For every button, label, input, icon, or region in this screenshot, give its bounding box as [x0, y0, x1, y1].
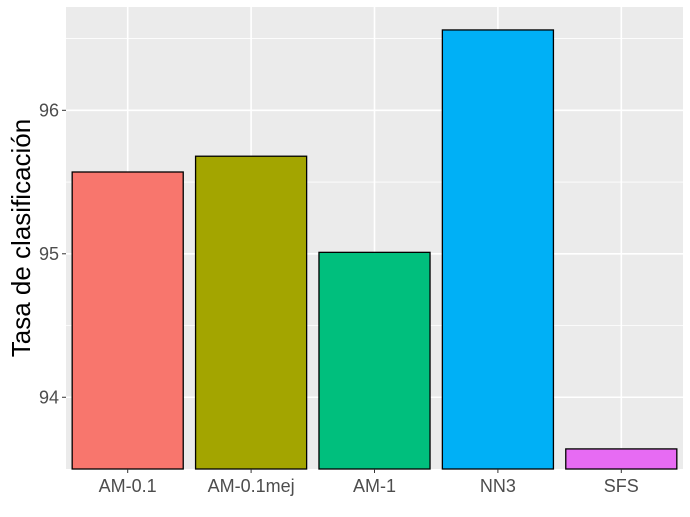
- bar-am-0-1: [71, 171, 184, 470]
- x-tick-label: AM-1: [353, 476, 396, 496]
- y-tick-label: 95: [39, 244, 59, 264]
- x-axis-ticks: AM-0.1 AM-0.1mej AM-1 NN3 SFS: [99, 469, 639, 496]
- y-axis-ticks: 94 95 96: [39, 100, 66, 407]
- y-tick-label: 96: [39, 100, 59, 120]
- bars: [71, 29, 678, 470]
- x-tick-label: SFS: [604, 476, 639, 496]
- bar-sfs: [565, 448, 678, 470]
- bar-nn3: [441, 29, 555, 470]
- y-axis-title: Tasa de clasificación: [6, 119, 36, 357]
- x-tick-label: AM-0.1: [99, 476, 157, 496]
- x-tick-label: NN3: [480, 476, 516, 496]
- bar-am-0-1mej: [194, 155, 308, 470]
- bar-am-1: [318, 251, 431, 470]
- x-tick-label: AM-0.1mej: [208, 476, 295, 496]
- y-tick-label: 94: [39, 387, 59, 407]
